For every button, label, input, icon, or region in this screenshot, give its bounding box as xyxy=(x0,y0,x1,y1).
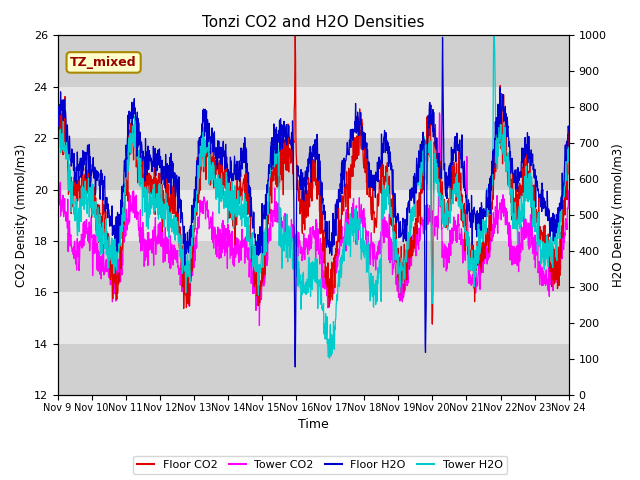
Floor H2O xyxy=(93,178,101,183)
Floor CO2 xyxy=(345,165,353,171)
Tower CO2 xyxy=(345,220,353,226)
Floor CO2 xyxy=(291,33,299,38)
Title: Tonzi CO2 and H2O Densities: Tonzi CO2 and H2O Densities xyxy=(202,15,424,30)
Tower H2O xyxy=(271,164,278,169)
Bar xyxy=(58,190,569,241)
Floor H2O xyxy=(291,364,299,370)
Bar xyxy=(58,241,569,292)
Tower CO2 xyxy=(565,188,573,193)
Floor CO2 xyxy=(291,108,298,114)
Text: TZ_mixed: TZ_mixed xyxy=(70,56,137,69)
Bar xyxy=(58,292,569,344)
Tower CO2 xyxy=(114,272,122,277)
Line: Tower CO2: Tower CO2 xyxy=(58,113,569,325)
Tower CO2 xyxy=(291,241,298,247)
Y-axis label: H2O Density (mmol/m3): H2O Density (mmol/m3) xyxy=(612,144,625,287)
Line: Tower H2O: Tower H2O xyxy=(58,36,569,358)
Tower H2O xyxy=(281,233,289,239)
Floor CO2 xyxy=(271,159,278,165)
Tower H2O xyxy=(93,233,101,239)
Tower H2O xyxy=(114,234,122,240)
Bar xyxy=(58,87,569,138)
Tower H2O xyxy=(326,355,333,361)
Floor H2O xyxy=(438,35,446,40)
Tower H2O xyxy=(490,33,497,38)
Floor H2O xyxy=(54,114,61,120)
Floor CO2 xyxy=(114,288,122,294)
Line: Floor CO2: Floor CO2 xyxy=(58,36,569,324)
Floor H2O xyxy=(291,254,298,260)
Legend: Floor CO2, Tower CO2, Floor H2O, Tower H2O: Floor CO2, Tower CO2, Floor H2O, Tower H… xyxy=(133,456,507,474)
Tower H2O xyxy=(345,243,353,249)
Floor CO2 xyxy=(93,206,101,212)
Tower CO2 xyxy=(271,185,278,191)
Floor H2O xyxy=(114,231,122,237)
Tower H2O xyxy=(54,156,61,162)
Tower CO2 xyxy=(282,221,289,227)
Tower CO2 xyxy=(255,323,263,328)
Tower CO2 xyxy=(93,266,101,272)
Floor H2O xyxy=(565,127,573,133)
Tower H2O xyxy=(565,144,573,150)
Floor H2O xyxy=(345,151,353,157)
Tower CO2 xyxy=(54,208,61,214)
X-axis label: Time: Time xyxy=(298,419,328,432)
Tower H2O xyxy=(291,263,298,269)
Y-axis label: CO2 Density (mmol/m3): CO2 Density (mmol/m3) xyxy=(15,144,28,287)
Floor CO2 xyxy=(281,146,289,152)
Bar xyxy=(58,36,569,87)
Tower CO2 xyxy=(436,110,444,116)
Bar xyxy=(58,138,569,190)
Floor H2O xyxy=(271,132,278,137)
Floor H2O xyxy=(281,126,289,132)
Line: Floor H2O: Floor H2O xyxy=(58,37,569,367)
Floor CO2 xyxy=(565,125,573,131)
Bar xyxy=(58,344,569,395)
Floor CO2 xyxy=(428,321,436,327)
Floor CO2 xyxy=(54,148,61,154)
